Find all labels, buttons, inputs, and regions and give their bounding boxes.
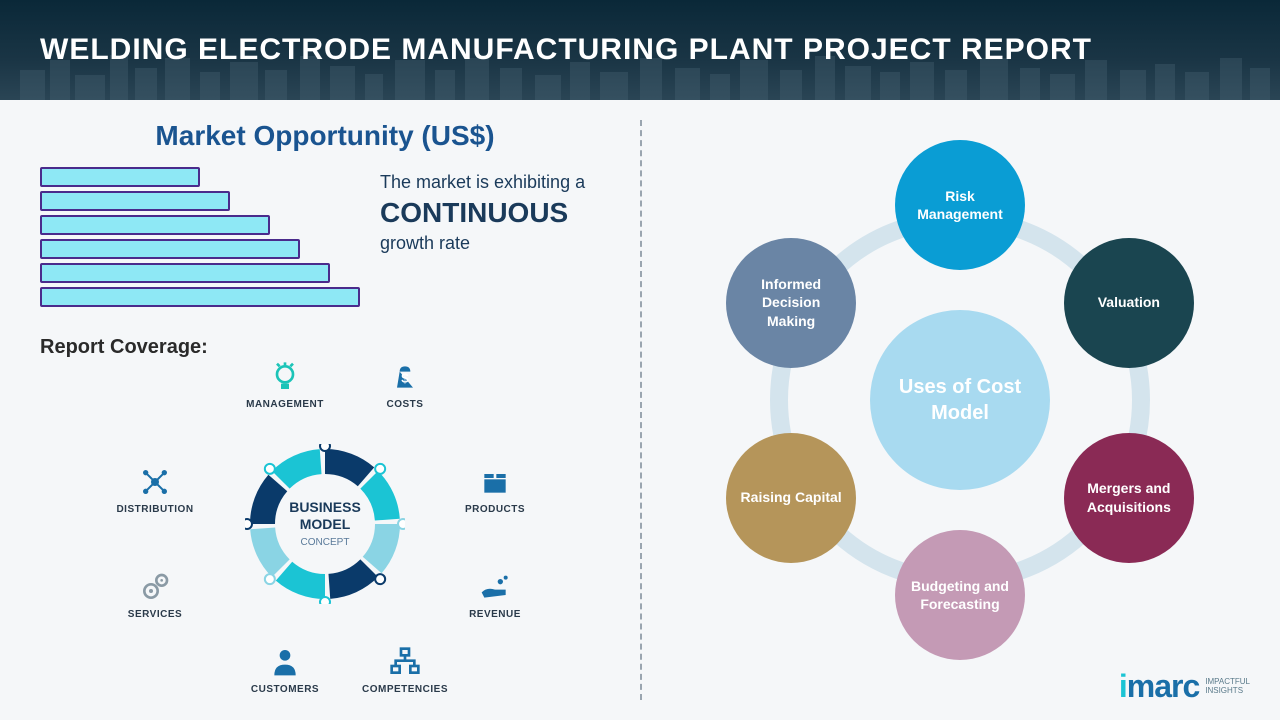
bm-node-label: DISTRIBUTION <box>105 504 205 515</box>
market-line2: CONTINUOUS <box>380 197 610 229</box>
bulb-icon <box>267 359 303 395</box>
bm-node-label: PRODUCTS <box>445 504 545 515</box>
gear-icon <box>137 569 173 605</box>
cost-node: Raising Capital <box>726 433 856 563</box>
bm-node-management: MANAGEMENT <box>235 359 335 410</box>
chart-bar <box>40 191 230 211</box>
chart-bar <box>40 287 360 307</box>
chart-bar <box>40 263 330 283</box>
business-model-center: BUSINESS MODEL CONCEPT <box>250 449 400 599</box>
brand-logo: imarc IMPACTFUL INSIGHTS <box>1119 668 1250 705</box>
coverage-title: Report Coverage: <box>40 336 610 359</box>
logo-tagline: IMPACTFUL INSIGHTS <box>1205 678 1250 696</box>
bm-node-customers: CUSTOMERS <box>235 644 335 695</box>
content-area: Market Opportunity (US$) The market is e… <box>0 100 1280 720</box>
bm-node-revenue: REVENUE <box>445 569 545 620</box>
market-row: The market is exhibiting a CONTINUOUS gr… <box>40 167 610 311</box>
market-title: Market Opportunity (US$) <box>40 120 610 152</box>
cost-node: Informed Decision Making <box>726 238 856 368</box>
coverage-section: Report Coverage: BUSINESS MODEL CONCEPT … <box>40 336 610 679</box>
cost-node: Budgeting and Forecasting <box>895 530 1025 660</box>
business-model-diagram: BUSINESS MODEL CONCEPT MANAGEMENT $ COSTS P… <box>65 369 585 679</box>
svg-text:$: $ <box>401 370 409 385</box>
cost-node: Risk Management <box>895 140 1025 270</box>
page-title: WELDING ELECTRODE MANUFACTURING PLANT PR… <box>40 33 1092 67</box>
hand-icon <box>477 569 513 605</box>
box-icon <box>477 464 513 500</box>
bm-center-l3: CONCEPT <box>301 537 350 548</box>
market-text: The market is exhibiting a CONTINUOUS gr… <box>380 167 610 254</box>
chart-bar <box>40 239 300 259</box>
cost-model-diagram: Uses of Cost Model Risk Management Valuat… <box>680 120 1240 680</box>
money-icon: $ <box>387 359 423 395</box>
bm-node-label: MANAGEMENT <box>235 399 335 410</box>
bm-node-label: SERVICES <box>105 609 205 620</box>
bm-node-label: REVENUE <box>445 609 545 620</box>
bm-center-l1: BUSINESS <box>289 499 361 515</box>
bm-node-label: COSTS <box>355 399 455 410</box>
bm-node-label: CUSTOMERS <box>235 684 335 695</box>
org-icon <box>387 644 423 680</box>
chart-bar <box>40 215 270 235</box>
cost-node: Valuation <box>1064 238 1194 368</box>
market-line3: growth rate <box>380 233 610 254</box>
bm-node-competencies: COMPETENCIES <box>355 644 455 695</box>
bar-chart <box>40 167 360 311</box>
bm-node-costs: $ COSTS <box>355 359 455 410</box>
header-banner: WELDING ELECTRODE MANUFACTURING PLANT PR… <box>0 0 1280 100</box>
network-icon <box>137 464 173 500</box>
chart-bar <box>40 167 200 187</box>
left-panel: Market Opportunity (US$) The market is e… <box>0 100 640 720</box>
bm-node-products: PRODUCTS <box>445 464 545 515</box>
bm-node-distribution: DISTRIBUTION <box>105 464 205 515</box>
bm-node-label: COMPETENCIES <box>355 684 455 695</box>
cost-center: Uses of Cost Model <box>870 310 1050 490</box>
cost-node: Mergers and Acquisitions <box>1064 433 1194 563</box>
bm-center-l2: MODEL <box>300 516 351 532</box>
bm-node-services: SERVICES <box>105 569 205 620</box>
logo-text: imarc <box>1119 668 1199 705</box>
market-line1: The market is exhibiting a <box>380 172 610 193</box>
person-icon <box>267 644 303 680</box>
right-panel: Uses of Cost Model Risk Management Valuat… <box>640 100 1280 720</box>
